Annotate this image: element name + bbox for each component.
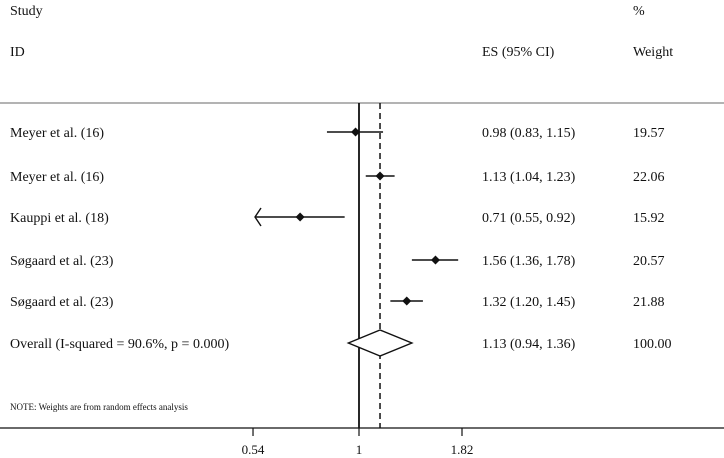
study-row-text: Søgaard et al. (23) 1.56 (1.36, 1.78) 20.5… <box>10 254 665 269</box>
study-label: Søgaard et al. (23) <box>10 295 114 310</box>
study-row-text: Søgaard et al. (23) 1.32 (1.20, 1.45) 21.8… <box>10 295 665 310</box>
point-estimate <box>295 212 305 222</box>
weight-value: 20.57 <box>633 254 665 269</box>
column-headers: Study ID ES (95% CI) % Weight <box>10 4 673 60</box>
point-estimate <box>402 296 412 306</box>
es-ci-value: 0.71 (0.55, 0.92) <box>482 211 576 226</box>
study-row <box>326 127 384 137</box>
header-weight: Weight <box>633 45 673 60</box>
study-label: Meyer et al. (16) <box>10 170 104 185</box>
point-estimate <box>430 255 440 265</box>
header-id: ID <box>10 45 25 60</box>
study-label: Søgaard et al. (23) <box>10 254 114 269</box>
overall-es-ci: 1.13 (0.94, 1.36) <box>482 337 576 352</box>
es-ci-value: 1.32 (1.20, 1.45) <box>482 295 576 310</box>
footnote: NOTE: Weights are from random effects an… <box>10 402 188 412</box>
study-row <box>365 171 395 181</box>
es-ci-value: 1.56 (1.36, 1.78) <box>482 254 576 269</box>
es-ci-value: 0.98 (0.83, 1.15) <box>482 126 576 141</box>
header-percent: % <box>633 4 645 19</box>
plot-marks <box>254 103 459 428</box>
study-row-text: Kauppi et al. (18) 0.71 (0.55, 0.92) 15.92 <box>10 211 665 226</box>
x-tick-label: 1 <box>356 442 363 457</box>
header-study: Study <box>10 4 43 19</box>
study-row <box>411 255 459 265</box>
weight-value: 15.92 <box>633 211 665 226</box>
study-rows: Meyer et al. (16) 0.98 (0.83, 1.15) 19.57M… <box>10 126 672 352</box>
header-es-ci: ES (95% CI) <box>482 45 555 60</box>
x-axis-ticks: 0.54 1 1.82 <box>242 428 474 457</box>
x-tick-label: 1.82 <box>451 442 474 457</box>
overall-diamond <box>346 329 414 357</box>
study-row <box>254 207 345 227</box>
point-estimate <box>351 127 361 137</box>
overall-row-text: Overall (I-squared = 90.6%, p = 0.000) 1.… <box>10 337 672 352</box>
study-label: Meyer et al. (16) <box>10 126 104 141</box>
study-label: Kauppi et al. (18) <box>10 211 109 226</box>
weight-value: 21.88 <box>633 295 665 310</box>
study-row <box>390 296 423 306</box>
study-row-text: Meyer et al. (16) 1.13 (1.04, 1.23) 22.06 <box>10 170 665 185</box>
study-row-text: Meyer et al. (16) 0.98 (0.83, 1.15) 19.57 <box>10 126 665 141</box>
ci-clip-arrow <box>254 207 262 227</box>
overall-weight: 100.00 <box>633 337 672 352</box>
x-tick-label: 0.54 <box>242 442 265 457</box>
point-estimate <box>375 171 385 181</box>
overall-label: Overall (I-squared = 90.6%, p = 0.000) <box>10 337 229 352</box>
es-ci-value: 1.13 (1.04, 1.23) <box>482 170 576 185</box>
weight-value: 22.06 <box>633 170 665 185</box>
weight-value: 19.57 <box>633 126 665 141</box>
